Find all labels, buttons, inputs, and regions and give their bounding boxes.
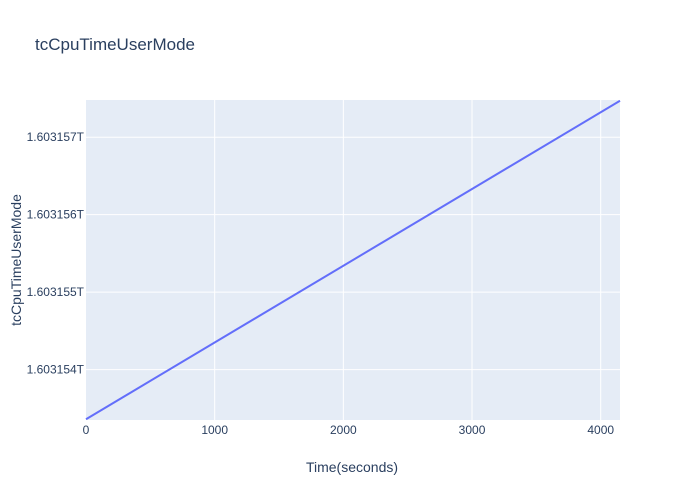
x-axis-ticks: 0 1000 2000 3000 4000 bbox=[83, 423, 615, 437]
y-axis-ticks: 1.603154T 1.603155T 1.603156T 1.603157T bbox=[27, 130, 85, 376]
x-tick-label: 0 bbox=[83, 423, 90, 437]
y-tick-label: 1.603157T bbox=[27, 130, 85, 144]
x-axis-label: Time(seconds) bbox=[306, 459, 398, 475]
y-axis-label: tcCpuTimeUserMode bbox=[8, 194, 24, 326]
y-tick-label: 1.603154T bbox=[27, 363, 85, 377]
x-tick-label: 4000 bbox=[587, 423, 614, 437]
y-tick-label: 1.603155T bbox=[27, 285, 85, 299]
x-tick-label: 2000 bbox=[330, 423, 357, 437]
series-layer bbox=[85, 99, 621, 421]
y-tick-label: 1.603156T bbox=[27, 208, 85, 222]
y-grid-lines bbox=[86, 136, 620, 371]
chart-title: tcCpuTimeUserMode bbox=[35, 35, 195, 54]
x-tick-label: 3000 bbox=[459, 423, 486, 437]
x-grid-lines bbox=[214, 100, 602, 420]
x-tick-label: 1000 bbox=[201, 423, 228, 437]
series-line bbox=[85, 99, 621, 421]
